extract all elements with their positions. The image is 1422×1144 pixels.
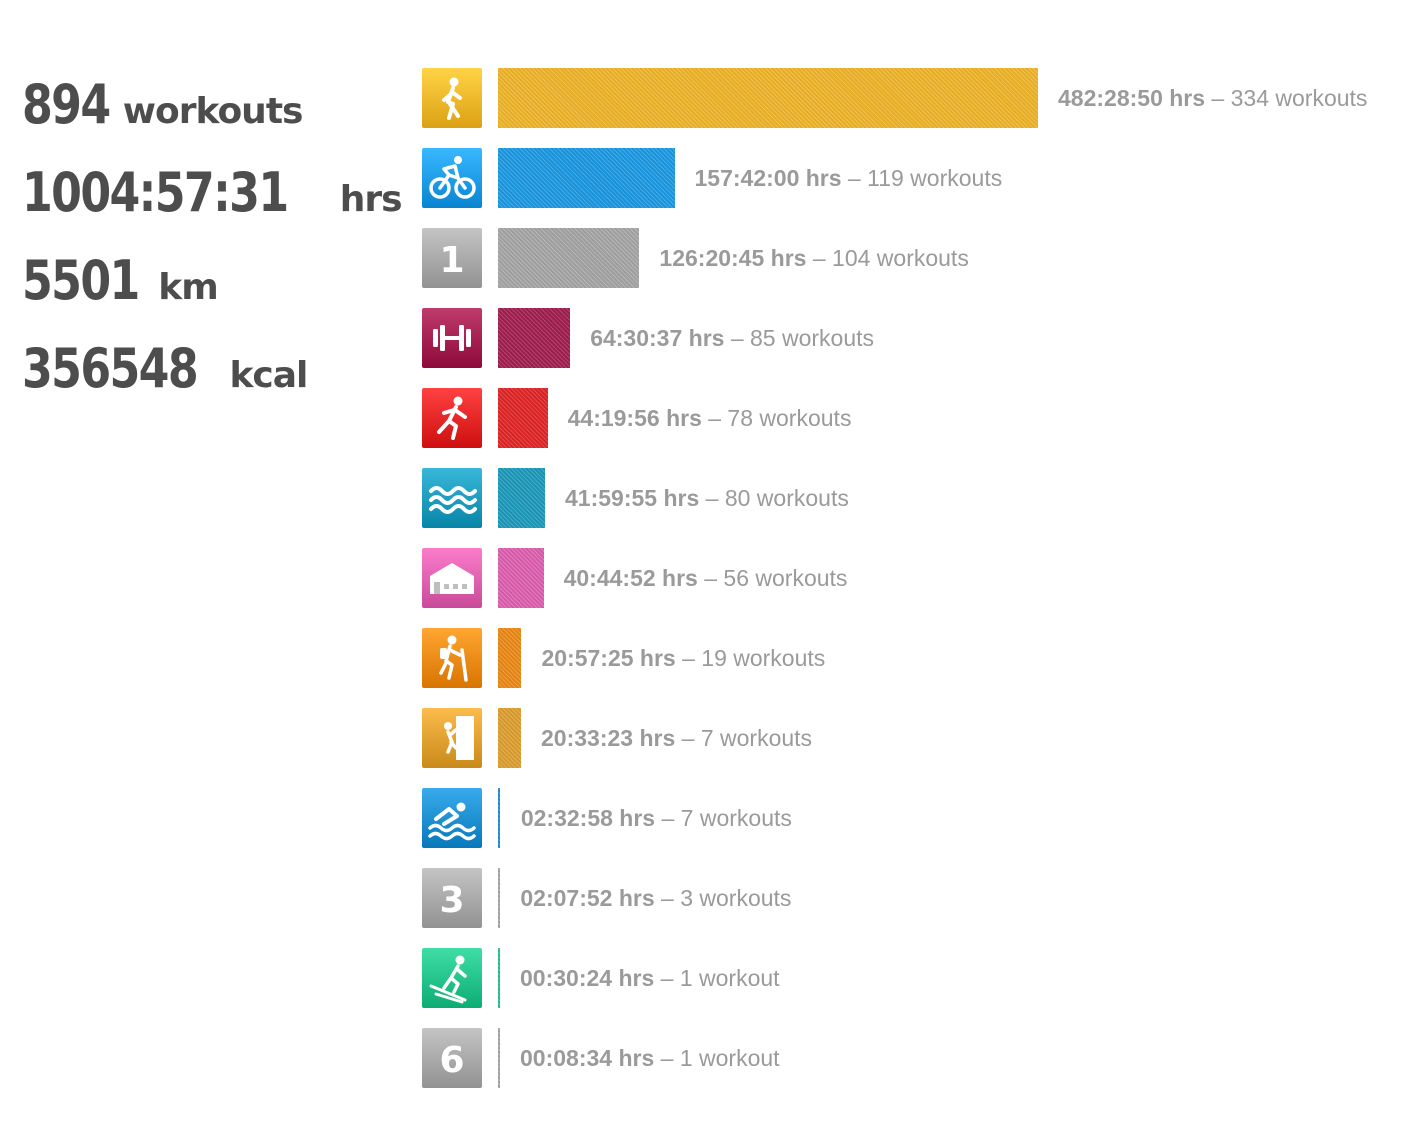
- number-1-icon-digit: 1: [439, 240, 464, 281]
- total-hours: 1004:57:31 hrs: [22, 161, 403, 254]
- bar-skiing: [498, 948, 500, 1008]
- bar-duration: 00:08:34 hrs: [520, 1045, 655, 1071]
- bar-indoor: [498, 548, 544, 608]
- bar-workout-count: – 78 workouts: [701, 405, 852, 431]
- number-1-icon: 1: [422, 228, 482, 288]
- sport-row-climbing: 20:33:23 hrs – 7 workouts: [422, 708, 1422, 768]
- bar-label-indoor: 40:44:52 hrs – 56 workouts: [564, 564, 848, 592]
- bar-label-hiking: 20:57:25 hrs – 19 workouts: [541, 644, 825, 672]
- bar-label-skiing: 00:30:24 hrs – 1 workout: [520, 964, 780, 992]
- sport-row-water: 41:59:55 hrs – 80 workouts: [422, 468, 1422, 528]
- bar-custom-1: [498, 228, 640, 288]
- bar-duration: 02:32:58 hrs: [520, 805, 656, 831]
- bar-label-running: 44:19:56 hrs – 78 workouts: [568, 404, 852, 432]
- bar-duration: 00:30:24 hrs: [520, 965, 655, 991]
- bar-label-cycling: 157:42:00 hrs – 119 workouts: [695, 164, 1003, 192]
- bar-duration: 20:57:25 hrs: [541, 645, 676, 671]
- bar-duration: 20:33:23 hrs: [541, 725, 676, 751]
- sport-row-cycling: 157:42:00 hrs – 119 workouts: [422, 148, 1422, 208]
- bar-duration: 02:07:52 hrs: [520, 885, 655, 911]
- total-workouts: 894 workouts: [22, 78, 402, 166]
- sport-row-hiking: 20:57:25 hrs – 19 workouts: [422, 628, 1422, 688]
- bar-workout-count: – 334 workouts: [1205, 85, 1368, 111]
- dumbbell-icon: [422, 308, 482, 368]
- sport-row-indoor: 40:44:52 hrs – 56 workouts: [422, 548, 1422, 608]
- climbing-icon: [422, 708, 482, 768]
- swimming-icon: [422, 788, 482, 848]
- bar-duration: 41:59:55 hrs: [565, 485, 700, 511]
- bar-label-strength: 64:30:37 hrs – 85 workouts: [590, 324, 874, 352]
- sport-row-swimming: 02:32:58 hrs – 7 workouts: [422, 788, 1422, 848]
- running-icon: [422, 388, 482, 448]
- bar-duration: 40:44:52 hrs: [563, 565, 698, 591]
- bar-hiking: [498, 628, 522, 688]
- bar-workout-count: – 1 workout: [654, 1045, 780, 1071]
- sport-row-custom-6: 6 00:08:34 hrs – 1 workout: [422, 1028, 1422, 1088]
- summary-stats: 894 workouts 1004:57:31 hrs 5501 km 356548 k…: [22, 78, 403, 430]
- total-distance-unit: km: [158, 267, 218, 308]
- bar-workout-count: – 80 workouts: [699, 485, 849, 511]
- bar-walking: [498, 68, 1038, 128]
- bar-duration: 64:30:37 hrs: [590, 325, 725, 351]
- bar-label-walking: 482:28:50 hrs – 334 workouts: [1058, 84, 1367, 112]
- bar-workout-count: – 85 workouts: [724, 325, 875, 351]
- total-calories: 356548 kcal: [22, 342, 402, 430]
- skiing-icon: [422, 948, 482, 1008]
- bar-duration: 157:42:00 hrs: [694, 165, 842, 191]
- bar-workout-count: – 104 workouts: [806, 245, 969, 271]
- bar-label-climbing: 20:33:23 hrs – 7 workouts: [541, 724, 812, 752]
- walking-icon: [422, 68, 482, 128]
- hiking-icon: [422, 628, 482, 688]
- bar-workout-count: – 119 workouts: [841, 165, 1003, 191]
- bar-label-custom-3: 02:07:52 hrs – 3 workouts: [520, 884, 791, 912]
- bar-label-custom-6: 00:08:34 hrs – 1 workout: [520, 1044, 780, 1072]
- total-distance-value: 5501: [22, 249, 140, 312]
- number-3-icon-digit: 3: [439, 880, 464, 921]
- bar-workout-count: – 3 workouts: [654, 885, 792, 911]
- total-hours-value: 1004:57:31: [22, 161, 289, 224]
- bar-running: [498, 388, 548, 448]
- bar-duration: 44:19:56 hrs: [567, 405, 702, 431]
- bar-strength: [498, 308, 571, 368]
- total-workouts-unit: workouts: [122, 91, 304, 132]
- total-distance: 5501 km: [22, 254, 402, 342]
- bar-workout-count: – 1 workout: [654, 965, 780, 991]
- total-hours-unit: hrs: [339, 179, 403, 220]
- sport-row-custom-1: 1 126:20:45 hrs – 104 workouts: [422, 228, 1422, 288]
- bar-workout-count: – 19 workouts: [675, 645, 826, 671]
- number-3-icon: 3: [422, 868, 482, 928]
- bar-duration: 482:28:50 hrs: [1058, 85, 1206, 111]
- sport-row-skiing: 00:30:24 hrs – 1 workout: [422, 948, 1422, 1008]
- bar-custom-6: [498, 1028, 500, 1088]
- sport-row-strength: 64:30:37 hrs – 85 workouts: [422, 308, 1422, 368]
- bar-label-water: 41:59:55 hrs – 80 workouts: [565, 484, 849, 512]
- bar-duration: 126:20:45 hrs: [659, 245, 807, 271]
- bar-climbing: [498, 708, 521, 768]
- waves-icon: [422, 468, 482, 528]
- bar-water: [498, 468, 545, 528]
- number-6-icon-digit: 6: [439, 1040, 464, 1081]
- total-calories-unit: kcal: [229, 355, 308, 396]
- bar-label-swimming: 02:32:58 hrs – 7 workouts: [521, 804, 792, 832]
- bar-label-custom-1: 126:20:45 hrs – 104 workouts: [659, 244, 968, 272]
- bar-custom-3: [498, 868, 500, 928]
- cycling-icon: [422, 148, 482, 208]
- sport-row-custom-3: 3 02:07:52 hrs – 3 workouts: [422, 868, 1422, 928]
- total-workouts-value: 894: [22, 73, 111, 136]
- sport-row-walking: 482:28:50 hrs – 334 workouts: [422, 68, 1422, 128]
- bar-workout-count: – 56 workouts: [697, 565, 848, 591]
- bar-cycling: [498, 148, 675, 208]
- total-calories-value: 356548: [22, 337, 199, 400]
- number-6-icon: 6: [422, 1028, 482, 1088]
- building-icon: [422, 548, 482, 608]
- bar-workout-count: – 7 workouts: [655, 805, 792, 831]
- sport-row-running: 44:19:56 hrs – 78 workouts: [422, 388, 1422, 448]
- bar-workout-count: – 7 workouts: [675, 725, 813, 751]
- bar-swimming: [498, 788, 500, 848]
